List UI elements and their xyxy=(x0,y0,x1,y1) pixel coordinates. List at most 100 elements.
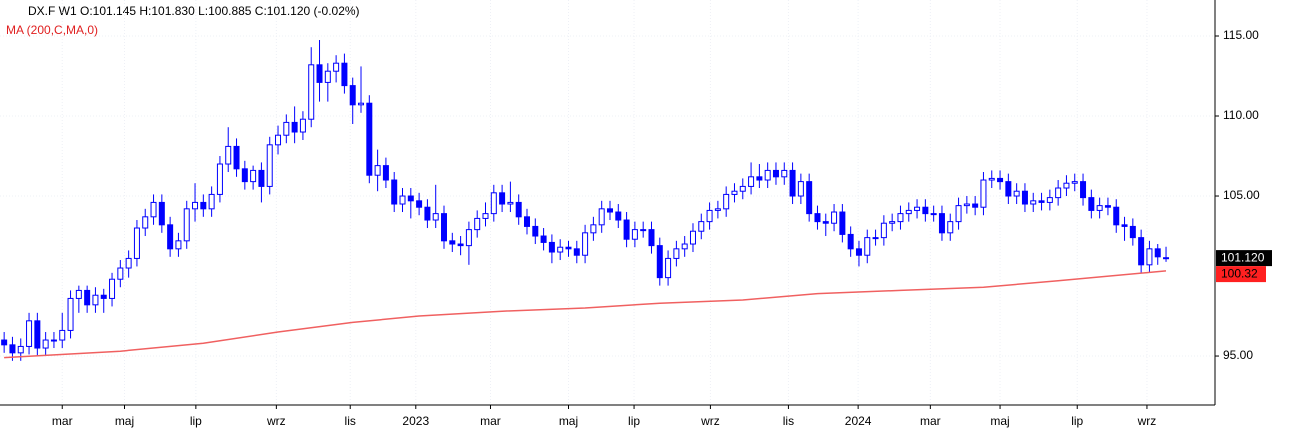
candle-body xyxy=(225,145,232,165)
candle-body xyxy=(349,85,356,106)
candle-body xyxy=(972,203,979,208)
x-tick-label: maj xyxy=(559,414,578,428)
candle-body xyxy=(897,213,904,223)
candle-body xyxy=(158,201,165,226)
candle-body xyxy=(640,229,647,232)
legend: MA (200,C,MA,0) xyxy=(6,23,98,37)
ma-price-label: 100.32 xyxy=(1221,266,1258,280)
candle-body xyxy=(333,62,340,72)
candle-body xyxy=(822,221,829,224)
last-price-label: 101.120 xyxy=(1221,250,1265,264)
candle-body xyxy=(275,134,282,146)
candle-body xyxy=(299,118,306,133)
x-tick-label: wrz xyxy=(266,414,286,428)
candle-body xyxy=(391,179,398,205)
candle-body xyxy=(133,227,140,259)
candle-body xyxy=(1163,257,1170,260)
candle-body xyxy=(17,345,24,354)
candle-body xyxy=(515,201,522,218)
candle-body xyxy=(1013,190,1020,197)
candle-body xyxy=(880,222,887,239)
candle-body xyxy=(374,165,381,176)
x-tick-label: lis xyxy=(345,414,356,428)
candle-body xyxy=(308,64,315,120)
candle-body xyxy=(109,278,116,299)
candle-body xyxy=(291,121,298,133)
candle-body xyxy=(1005,181,1012,197)
candle-body xyxy=(955,205,962,223)
candle-body xyxy=(1154,248,1161,258)
candle-body xyxy=(714,208,721,211)
candle-body xyxy=(540,235,547,243)
candle-body xyxy=(831,211,838,224)
candle-body xyxy=(947,221,954,234)
candle-body xyxy=(648,229,655,247)
candle-body xyxy=(689,230,696,245)
x-tick-label: maj xyxy=(990,414,1009,428)
candle-body xyxy=(183,208,190,242)
candle-body xyxy=(474,217,481,231)
candle-body xyxy=(1096,205,1103,211)
candle-body xyxy=(432,213,439,221)
candle-body xyxy=(872,237,879,240)
candle-body xyxy=(1071,181,1078,184)
candle-body xyxy=(324,70,331,83)
ma-price-box xyxy=(1216,266,1266,283)
candle-body xyxy=(1021,190,1028,205)
candle-body xyxy=(963,203,970,207)
candle-body xyxy=(864,237,871,256)
candle-body xyxy=(59,329,66,341)
candle-body xyxy=(125,257,132,269)
x-tick-label: lip xyxy=(1071,414,1083,428)
candle-body xyxy=(150,201,157,218)
candle-body xyxy=(706,209,713,223)
candle-body xyxy=(615,211,622,221)
candle-body xyxy=(424,206,431,221)
candle-body xyxy=(100,294,107,299)
candle-body xyxy=(930,213,937,216)
candle-body xyxy=(855,248,862,256)
candle-body xyxy=(1,339,8,346)
candle-body xyxy=(889,221,896,224)
x-tick-label: lip xyxy=(190,414,202,428)
candle-body xyxy=(938,213,945,234)
chart-title: DX.F W1 O:101.145 H:101.830 L:100.885 C:… xyxy=(28,4,360,18)
candle-body xyxy=(258,169,265,187)
candle-body xyxy=(1104,205,1111,208)
candle-body xyxy=(42,339,49,349)
candle-body xyxy=(723,193,730,210)
x-tick-label: mar xyxy=(52,414,73,428)
candle-body xyxy=(26,320,33,347)
candle-body xyxy=(997,177,1004,183)
candle-body xyxy=(839,211,846,235)
candle-body xyxy=(739,185,746,192)
candle-body xyxy=(200,201,207,210)
x-tick-label: wrz xyxy=(700,414,720,428)
candle-body xyxy=(598,208,605,226)
candle-body xyxy=(358,102,365,106)
candle-body xyxy=(366,102,373,176)
x-tick-label: 2023 xyxy=(402,414,429,428)
candle-body xyxy=(465,229,472,247)
candle-body xyxy=(1129,225,1136,239)
candle-body xyxy=(698,221,705,232)
candle-body xyxy=(399,195,406,205)
x-tick-label: mar xyxy=(480,414,501,428)
x-tick-label: wrz xyxy=(1137,414,1157,428)
ma-line xyxy=(4,270,1167,359)
candle-body xyxy=(9,344,16,354)
candle-body xyxy=(656,245,663,279)
candle-body xyxy=(1080,181,1087,199)
candle-body xyxy=(407,195,414,202)
candle-body xyxy=(731,190,738,195)
candle-body xyxy=(1038,200,1045,203)
candle-body xyxy=(756,176,763,181)
candle-body xyxy=(499,192,506,205)
candle-body xyxy=(781,169,788,178)
candle-body xyxy=(75,289,82,299)
candle-body xyxy=(922,206,929,215)
candle-body xyxy=(233,145,240,170)
candle-body xyxy=(1055,187,1062,199)
candle-body xyxy=(341,62,348,87)
